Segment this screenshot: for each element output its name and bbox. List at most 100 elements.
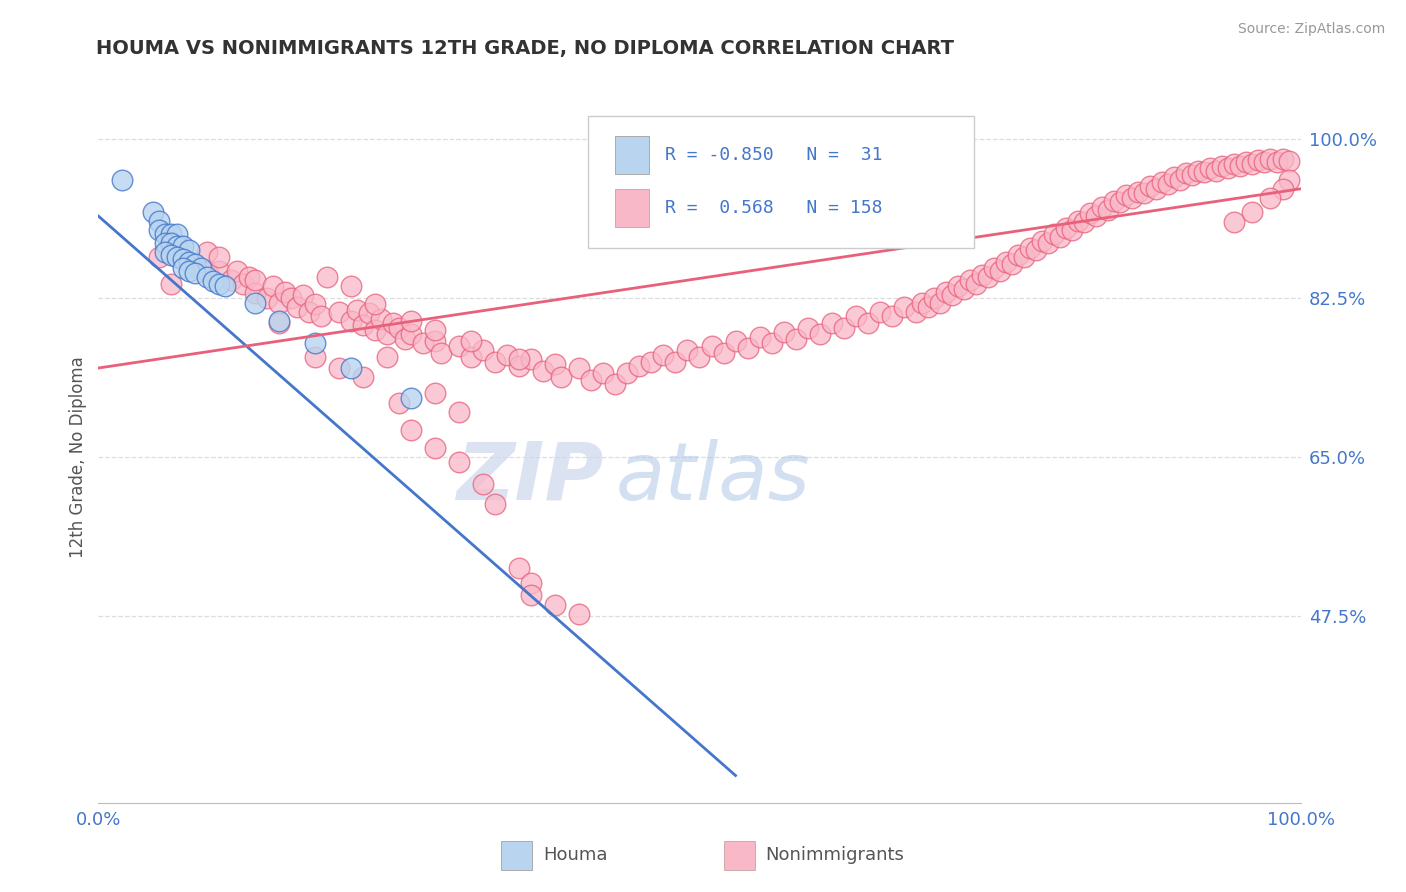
Point: [172, 252, 194, 266]
Point: [1091, 200, 1114, 214]
Point: [1236, 154, 1258, 169]
Point: [520, 575, 543, 590]
Point: [472, 477, 495, 491]
Point: [243, 295, 266, 310]
Point: [761, 336, 783, 351]
Point: [381, 316, 404, 330]
Point: [388, 395, 411, 409]
Point: [315, 270, 337, 285]
Point: [340, 361, 363, 376]
Point: [304, 350, 326, 364]
Point: [592, 367, 614, 381]
Point: [1187, 163, 1209, 178]
Point: [928, 295, 950, 310]
Point: [808, 327, 831, 342]
Point: [423, 386, 446, 401]
Point: [970, 268, 993, 283]
Point: [267, 316, 290, 330]
Point: [177, 243, 200, 257]
Point: [983, 260, 1005, 275]
Point: [1036, 236, 1059, 251]
Point: [166, 227, 188, 242]
Point: [153, 245, 176, 260]
Point: [1277, 172, 1299, 186]
Point: [153, 236, 176, 251]
Point: [544, 598, 567, 612]
Point: [1133, 186, 1156, 201]
Point: [190, 260, 212, 275]
Point: [309, 309, 332, 323]
Point: [1211, 159, 1233, 173]
Point: [352, 318, 374, 333]
Point: [460, 334, 482, 348]
Point: [388, 321, 411, 335]
Point: [423, 323, 446, 337]
Point: [893, 300, 915, 314]
Point: [238, 270, 260, 285]
Point: [1241, 157, 1264, 171]
Point: [195, 245, 218, 260]
Point: [856, 316, 879, 330]
Point: [911, 295, 934, 310]
Point: [640, 354, 662, 368]
Point: [148, 223, 170, 237]
Point: [917, 300, 939, 314]
Point: [304, 336, 326, 351]
Point: [298, 304, 321, 318]
Point: [544, 357, 567, 371]
Point: [880, 309, 903, 323]
Point: [166, 250, 188, 264]
FancyBboxPatch shape: [588, 116, 973, 248]
Point: [1049, 230, 1071, 244]
Point: [328, 361, 350, 376]
FancyBboxPatch shape: [501, 841, 533, 870]
Point: [531, 364, 554, 378]
Point: [1031, 234, 1053, 248]
Text: Source: ZipAtlas.com: Source: ZipAtlas.com: [1237, 22, 1385, 37]
Point: [1277, 153, 1299, 168]
Point: [183, 257, 205, 271]
Point: [280, 291, 302, 305]
Point: [484, 498, 506, 512]
Point: [352, 370, 374, 384]
Point: [375, 350, 398, 364]
Point: [423, 441, 446, 455]
Point: [568, 361, 591, 376]
Point: [285, 300, 308, 314]
Point: [959, 273, 981, 287]
Point: [340, 314, 363, 328]
Point: [922, 291, 945, 305]
Point: [1157, 178, 1180, 192]
Point: [195, 263, 218, 277]
Point: [1085, 209, 1108, 223]
Point: [1043, 227, 1066, 242]
Point: [1205, 163, 1227, 178]
Point: [346, 302, 368, 317]
Point: [399, 327, 422, 342]
Point: [935, 285, 957, 299]
Point: [219, 273, 242, 287]
Point: [201, 274, 224, 288]
Point: [159, 277, 181, 292]
Point: [195, 270, 218, 285]
Point: [508, 561, 530, 575]
Point: [177, 263, 200, 277]
Point: [700, 339, 723, 353]
Point: [1260, 152, 1282, 166]
Point: [1121, 191, 1143, 205]
Point: [159, 236, 181, 251]
Point: [664, 354, 686, 368]
Point: [965, 277, 987, 292]
Point: [785, 332, 807, 346]
Point: [1139, 179, 1161, 194]
Point: [508, 359, 530, 374]
Point: [370, 311, 392, 326]
Point: [1194, 165, 1216, 179]
Text: atlas: atlas: [616, 439, 810, 516]
Point: [1097, 202, 1119, 217]
Point: [1152, 176, 1174, 190]
FancyBboxPatch shape: [616, 189, 650, 227]
Point: [394, 332, 416, 346]
Point: [141, 204, 163, 219]
Point: [845, 309, 868, 323]
